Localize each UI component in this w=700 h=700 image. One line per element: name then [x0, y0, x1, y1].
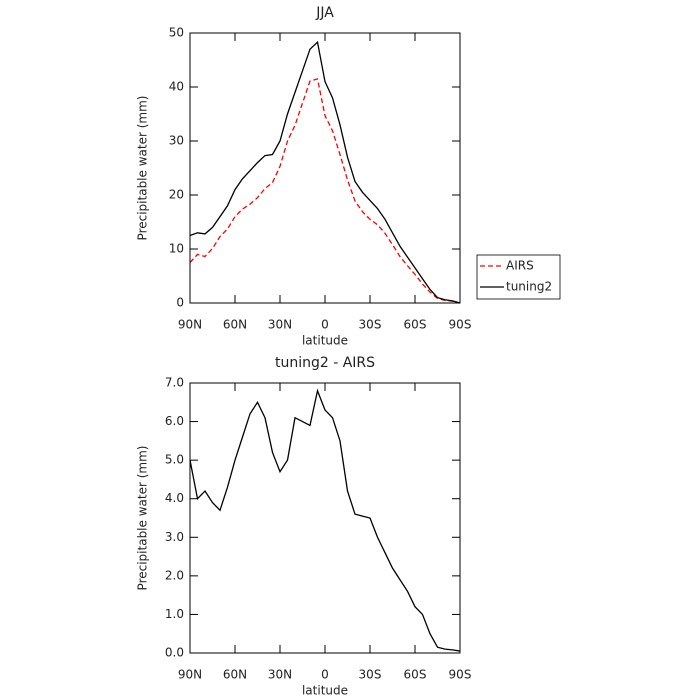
y-tick-label: 10: [169, 242, 184, 256]
x-tick-label: 90S: [449, 318, 472, 332]
plot-frame: [189, 32, 461, 304]
chart-title: JJA: [315, 5, 334, 21]
x-tick-label: 30S: [359, 318, 382, 332]
y-axis-label: Precipitable water (mm): [136, 446, 150, 591]
x-tick-label: 60S: [404, 668, 427, 682]
y-tick-label: 4.0: [165, 491, 184, 505]
x-axis-label: latitude: [302, 684, 348, 698]
y-tick-label: 0.0: [165, 646, 184, 660]
x-tick-label: 60S: [404, 318, 427, 332]
y-tick-label: 1.0: [165, 607, 184, 621]
y-tick-label: 50: [169, 26, 184, 40]
y-tick-label: 2.0: [165, 568, 184, 582]
x-tick-label: 90N: [178, 668, 202, 682]
y-tick-label: 30: [169, 134, 184, 148]
y-tick-label: 40: [169, 80, 184, 94]
x-tick-label: 30S: [359, 668, 382, 682]
data-line: [189, 40, 461, 304]
x-tick-label: 0: [321, 668, 329, 682]
x-tick-label: 90N: [178, 318, 202, 332]
legend-box: [476, 254, 561, 300]
y-tick-label: 0: [176, 296, 184, 310]
legend-label: tuning2: [506, 280, 552, 294]
chart-title: tuning2 - AIRS: [275, 355, 375, 371]
x-tick-label: 30N: [268, 668, 292, 682]
data-line: [189, 388, 461, 652]
y-tick-label: 3.0: [165, 530, 184, 544]
y-tick-label: 20: [169, 188, 184, 202]
y-axis-label: Precipitable water (mm): [136, 96, 150, 241]
legend-label: AIRS: [506, 259, 534, 273]
x-tick-label: 60N: [223, 318, 247, 332]
y-tick-label: 7.0: [165, 376, 184, 390]
plot-frame: [189, 382, 461, 654]
x-axis-label: latitude: [302, 334, 348, 348]
data-line: [189, 78, 461, 304]
x-tick-label: 0: [321, 318, 329, 332]
x-tick-label: 60N: [223, 668, 247, 682]
y-tick-label: 5.0: [165, 453, 184, 467]
y-tick-label: 6.0: [165, 414, 184, 428]
x-tick-label: 30N: [268, 318, 292, 332]
x-tick-label: 90S: [449, 668, 472, 682]
